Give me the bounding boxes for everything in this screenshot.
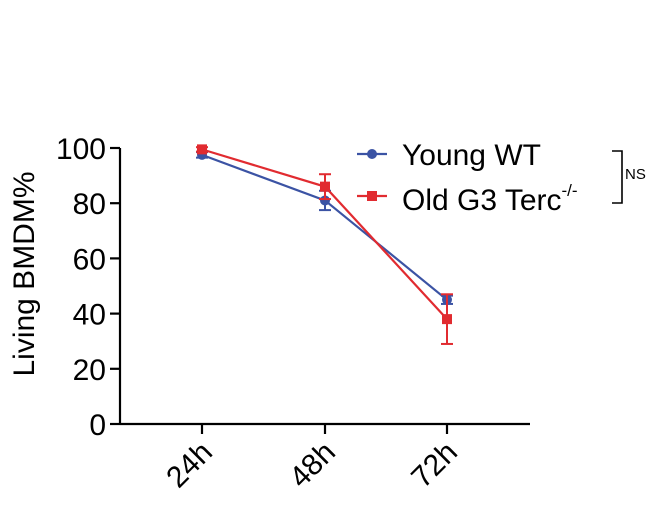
- legend: Young WT Old G3 Terc-/- NS: [357, 139, 646, 217]
- y-tick-label: 40: [73, 299, 106, 332]
- legend-label-young-wt: Young WT: [402, 139, 541, 172]
- y-tick-label: 20: [73, 354, 106, 387]
- series-young-wt: [196, 149, 453, 305]
- significance-bracket: [612, 150, 623, 204]
- legend-label-old-g3-main: Old G3 Terc: [402, 184, 562, 217]
- legend-entry-young-wt: Young WT: [357, 139, 541, 172]
- y-axis-label: Living BMDM%: [8, 171, 41, 376]
- y-tick-label: 100: [56, 133, 106, 166]
- legend-entry-old-g3: Old G3 Terc-/-: [357, 181, 578, 217]
- legend-marker-young-wt: [367, 149, 377, 159]
- y-axis: 0 20 40 60 80 100: [56, 133, 122, 442]
- legend-marker-old-g3: [367, 191, 377, 201]
- y-tick-label: 60: [73, 243, 106, 276]
- series-old-g3: [196, 144, 453, 345]
- y-tick-label: 80: [73, 188, 106, 221]
- x-tick-label: 48h: [283, 436, 342, 495]
- y-tick-label: 0: [89, 409, 106, 442]
- x-axis: 24h 48h 72h: [120, 422, 530, 494]
- data-point: [442, 314, 452, 325]
- data-point: [320, 195, 330, 206]
- x-tick-label: 72h: [405, 436, 464, 495]
- significance-label: NS: [625, 166, 646, 183]
- y-ticks: 0 20 40 60 80 100: [56, 133, 120, 442]
- legend-label-old-g3: Old G3 Terc-/-: [402, 181, 578, 217]
- x-ticks: 24h 48h 72h: [160, 424, 464, 494]
- data-point: [320, 181, 330, 192]
- legend-label-old-g3-sup: -/-: [562, 181, 578, 200]
- x-tick-label: 24h: [160, 436, 219, 495]
- data-point: [197, 144, 207, 155]
- series-layer: [196, 144, 453, 345]
